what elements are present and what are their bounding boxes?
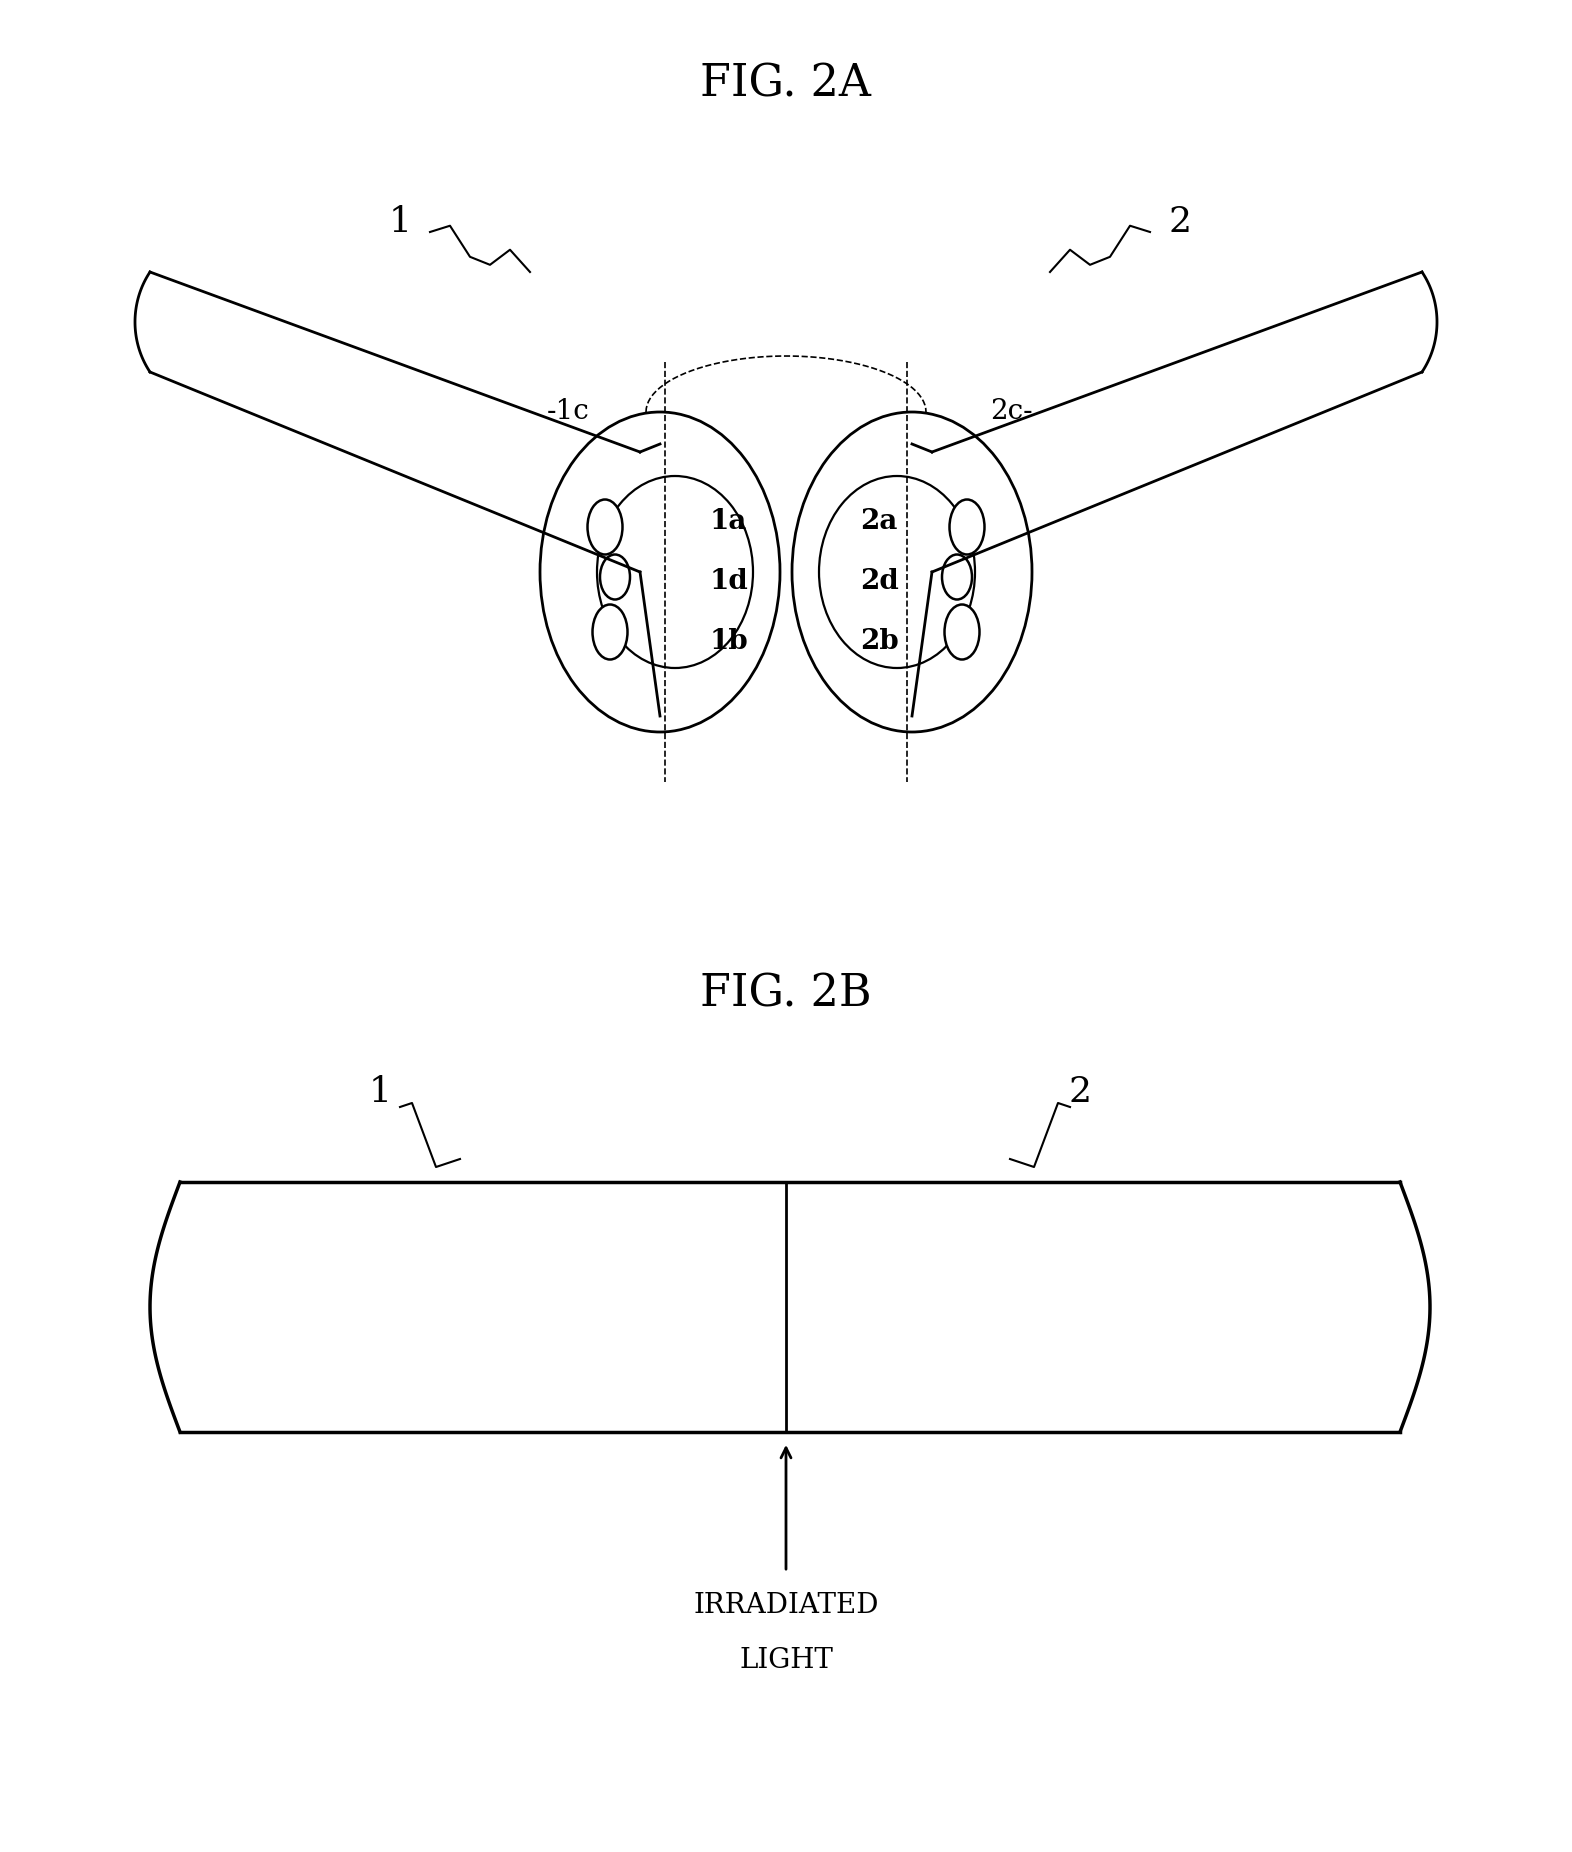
Ellipse shape [601, 554, 630, 600]
Text: 2: 2 [1168, 206, 1192, 239]
Ellipse shape [593, 604, 627, 659]
Text: 2: 2 [1069, 1074, 1091, 1109]
Ellipse shape [945, 604, 979, 659]
Text: 1: 1 [388, 206, 412, 239]
Text: 1: 1 [368, 1074, 391, 1109]
Ellipse shape [949, 500, 984, 554]
Ellipse shape [588, 500, 623, 554]
Text: IRRADIATED: IRRADIATED [693, 1593, 879, 1619]
Text: 2d: 2d [860, 569, 899, 596]
Text: 2a: 2a [860, 509, 898, 535]
Text: 2b: 2b [860, 628, 899, 656]
Text: 1a: 1a [711, 509, 747, 535]
Text: -1c: -1c [547, 398, 590, 426]
Text: LIGHT: LIGHT [739, 1646, 833, 1674]
Ellipse shape [942, 554, 971, 600]
Text: 2c-: 2c- [990, 398, 1033, 426]
Text: 1b: 1b [711, 628, 748, 656]
Text: 1d: 1d [711, 569, 748, 596]
Text: FIG. 2A: FIG. 2A [701, 61, 871, 106]
Text: FIG. 2B: FIG. 2B [700, 972, 872, 1015]
